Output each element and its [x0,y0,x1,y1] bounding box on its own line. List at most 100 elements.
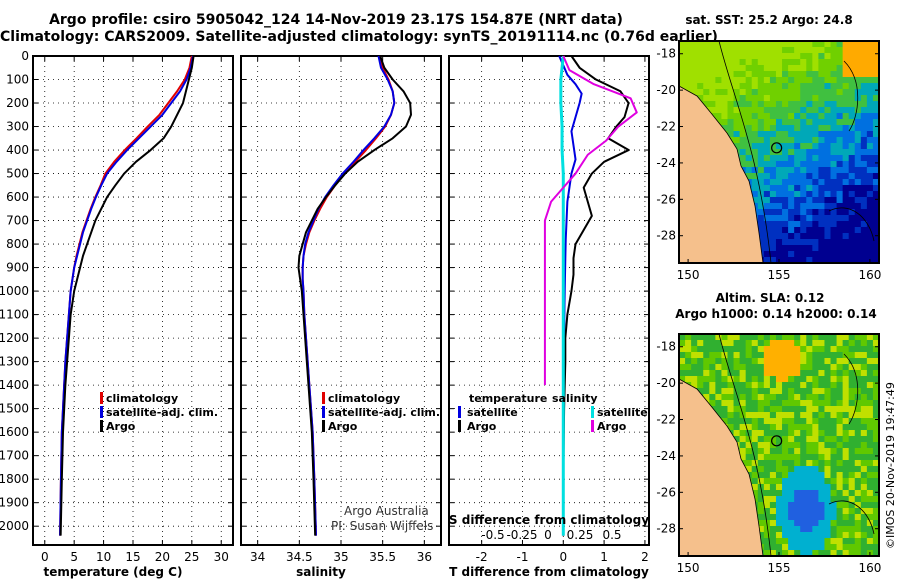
map-cell [757,406,765,413]
map-cell [842,173,850,180]
map-cell [800,358,807,365]
map-cell [733,53,741,60]
map-cell [866,526,874,533]
map-cell [848,538,856,545]
map-cell [854,442,862,449]
top-axis-label: S difference from climatology [449,513,649,527]
map-cell [842,448,850,455]
depth-tick-label: 200 [6,96,29,110]
map-cell [818,155,825,162]
map-cell [794,191,801,198]
map-cell [788,526,795,533]
map-cell [775,406,783,413]
map-cell [806,514,813,521]
map-cell [872,514,880,521]
map-y-tick-label: -24 [656,449,676,463]
map-cell [757,89,765,96]
sla-map-title-1: Altim. SLA: 0.12 [716,291,825,305]
map-cell [836,203,844,210]
map-cell [860,382,868,389]
map-cell [818,388,825,395]
map-cell [757,508,765,515]
map-cell [769,83,777,90]
map-cell [854,215,862,222]
map-cell [800,251,807,258]
map-cell [788,179,795,186]
map-cell [830,496,838,503]
map-cell [812,538,819,545]
map-cell [854,472,862,479]
map-cell [745,65,753,72]
map-cell [872,424,880,431]
map-cell [782,334,789,341]
map-cell [775,89,783,96]
map-cell [715,352,722,359]
map-cell [854,173,862,180]
map-cell [842,514,850,521]
map-cell [709,334,716,341]
map-cell [721,95,728,102]
map-cell [782,436,789,443]
map-cell [866,418,874,425]
map-cell [836,544,844,551]
legend-label-climatology: climatology [106,392,178,405]
map-cell [818,215,825,222]
map-cell [860,233,868,240]
map-cell [775,119,783,126]
map-cell [751,370,759,377]
map-cell [812,418,819,425]
map-cell [836,406,844,413]
map-cell [775,526,783,533]
map-cell [866,245,874,252]
map-cell [848,526,856,533]
credit-agency: Argo Australia [344,504,429,518]
map-cell [854,65,862,72]
map-y-tick-label: -26 [656,485,676,499]
map-cell [769,95,777,102]
map-cell [739,113,747,120]
map-cell [836,125,844,132]
map-cell [812,95,819,102]
map-cell [757,418,765,425]
map-cell [872,490,880,497]
map-cell [788,239,795,246]
depth-tick-label: 1300 [0,355,29,369]
map-cell [806,346,813,353]
map-cell [812,245,819,252]
map-cell [854,71,862,78]
contour-line [718,333,772,557]
map-cell [812,376,819,383]
map-cell [872,137,880,144]
map-cell [788,125,795,132]
map-cell [866,131,874,138]
map-cell [872,185,880,192]
map-cell [769,53,777,60]
map-cell [812,239,819,246]
map-cell [685,358,692,365]
map-cell [769,251,777,258]
map-cell [769,466,777,473]
map-cell [709,77,716,84]
map-cell [739,59,747,66]
map-cell [854,448,862,455]
map-cell [679,334,686,341]
map-cell [751,454,759,461]
map-y-tick-label: -18 [656,340,676,354]
map-cell [745,161,753,168]
map-cell [836,47,844,54]
map-cell [842,484,850,491]
map-cell [794,436,801,443]
map-cell [782,71,789,78]
map-cell [860,418,868,425]
map-cell [860,203,868,210]
map-cell [812,490,819,497]
map-cell [812,472,819,479]
map-cell [860,484,868,491]
map-cell [806,155,813,162]
map-cell [782,209,789,216]
map-cell [794,131,801,138]
map-cell [763,131,771,138]
map-cell [709,53,716,60]
map-cell [782,388,789,395]
map-cell [842,161,850,168]
